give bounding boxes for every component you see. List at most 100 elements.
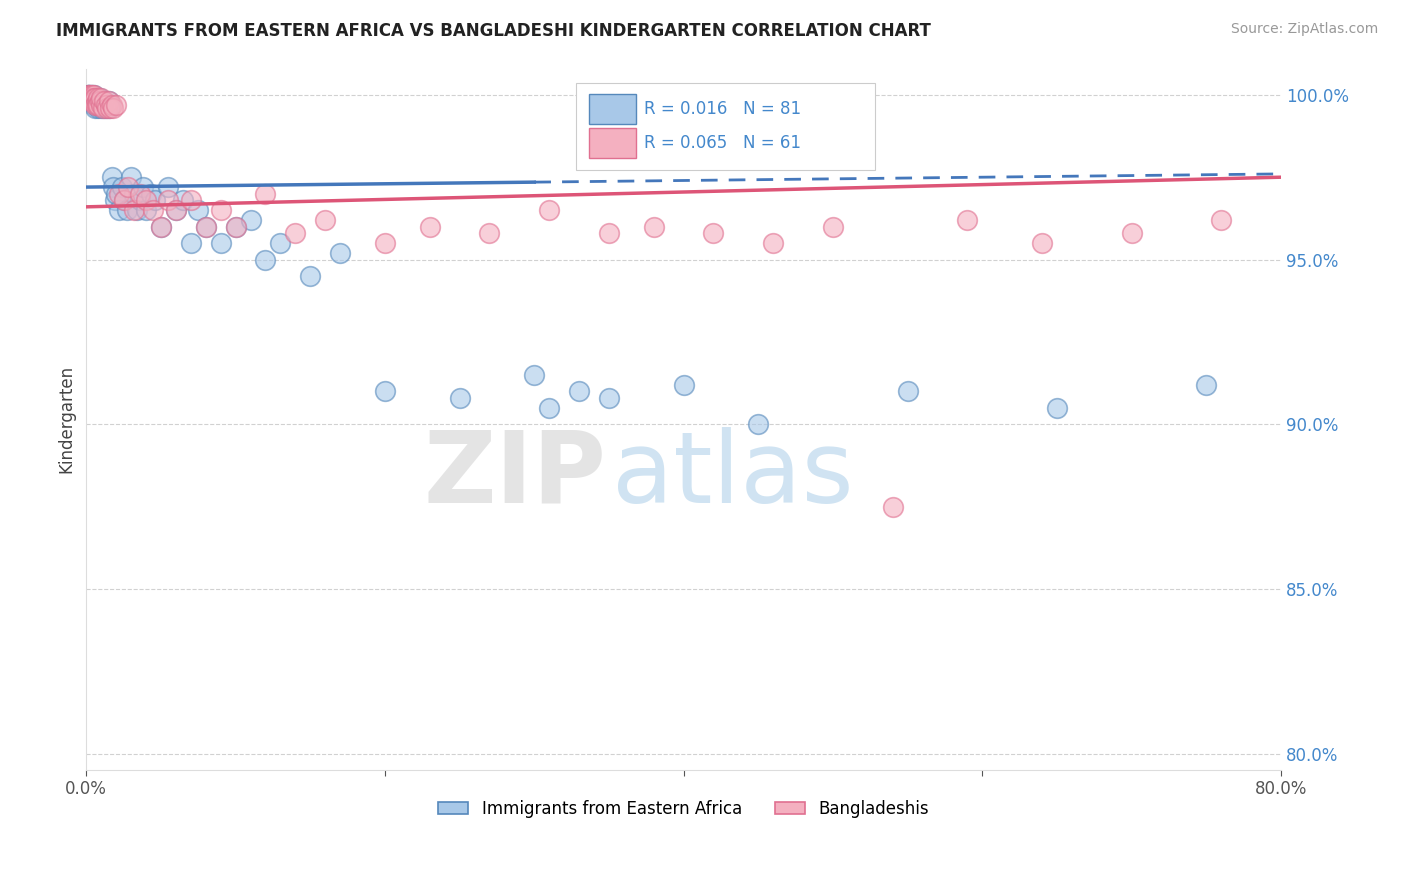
Point	[194, 219, 217, 234]
Text: ZIP: ZIP	[423, 427, 606, 524]
Point	[97, 95, 120, 109]
Point	[83, 87, 105, 102]
Point	[1031, 235, 1053, 250]
Point	[77, 95, 100, 109]
Point	[523, 368, 546, 382]
Text: R = 0.016   N = 81: R = 0.016 N = 81	[644, 100, 801, 119]
Point	[90, 91, 112, 105]
Point	[105, 97, 128, 112]
Point	[100, 97, 122, 112]
Point	[269, 235, 291, 250]
Point	[254, 186, 277, 201]
Point	[83, 91, 105, 105]
Point	[80, 87, 103, 102]
Point	[122, 186, 145, 201]
Point	[129, 186, 152, 201]
Point	[86, 95, 108, 109]
Point	[87, 95, 110, 109]
Point	[86, 97, 108, 112]
Point	[86, 95, 108, 109]
Point	[80, 91, 103, 105]
Point	[209, 235, 232, 250]
Point	[139, 186, 162, 201]
Point	[80, 91, 103, 105]
Point	[165, 203, 187, 218]
Point	[111, 180, 134, 194]
Point	[449, 391, 471, 405]
Point	[83, 97, 105, 112]
Point	[89, 95, 111, 109]
Y-axis label: Kindergarten: Kindergarten	[58, 365, 75, 474]
Point	[101, 101, 124, 115]
Point	[80, 91, 103, 105]
Point	[1121, 226, 1143, 240]
Text: R = 0.065   N = 61: R = 0.065 N = 61	[644, 134, 801, 152]
Point	[97, 101, 120, 115]
Point	[115, 203, 138, 218]
Point	[314, 213, 336, 227]
Legend: Immigrants from Eastern Africa, Bangladeshis: Immigrants from Eastern Africa, Banglade…	[432, 794, 936, 825]
Point	[76, 87, 98, 102]
Point	[180, 235, 202, 250]
Point	[538, 401, 561, 415]
Point	[112, 193, 135, 207]
Point	[225, 219, 247, 234]
Point	[419, 219, 441, 234]
Point	[77, 87, 100, 102]
Point	[82, 95, 104, 109]
Point	[97, 95, 120, 109]
Point	[98, 97, 121, 112]
Point	[87, 91, 110, 105]
Point	[77, 91, 100, 105]
Point	[89, 97, 111, 112]
Point	[1211, 213, 1233, 227]
Point	[91, 95, 114, 109]
Point	[882, 500, 904, 514]
Text: IMMIGRANTS FROM EASTERN AFRICA VS BANGLADESHI KINDERGARTEN CORRELATION CHART: IMMIGRANTS FROM EASTERN AFRICA VS BANGLA…	[56, 22, 931, 40]
Point	[91, 101, 114, 115]
Point	[84, 97, 107, 112]
Point	[125, 203, 148, 218]
Point	[135, 203, 157, 218]
Point	[87, 97, 110, 112]
Point	[821, 219, 844, 234]
Text: atlas: atlas	[612, 427, 853, 524]
Point	[94, 101, 117, 115]
Point	[80, 95, 103, 109]
Point	[80, 87, 103, 102]
FancyBboxPatch shape	[589, 128, 636, 158]
Point	[374, 235, 396, 250]
Point	[104, 193, 127, 207]
Point	[129, 193, 152, 207]
Point	[120, 170, 142, 185]
Point	[84, 91, 107, 105]
Point	[93, 101, 115, 115]
Point	[84, 95, 107, 109]
Point	[209, 203, 232, 218]
Point	[100, 170, 122, 185]
Point	[98, 101, 121, 115]
Point	[80, 95, 103, 109]
Point	[94, 97, 117, 112]
Point	[93, 95, 115, 109]
Point	[165, 203, 187, 218]
Point	[83, 91, 105, 105]
Point	[478, 226, 501, 240]
Point	[225, 219, 247, 234]
Point	[284, 226, 307, 240]
Point	[157, 180, 180, 194]
Point	[149, 219, 172, 234]
Point	[172, 193, 194, 207]
Point	[747, 417, 769, 432]
Point	[84, 91, 107, 105]
Point	[132, 180, 155, 194]
Point	[329, 246, 352, 260]
Point	[84, 97, 107, 112]
Point	[135, 193, 157, 207]
Point	[598, 391, 620, 405]
Point	[643, 219, 665, 234]
Point	[672, 377, 695, 392]
Point	[86, 91, 108, 105]
Point	[91, 97, 114, 112]
Point	[90, 97, 112, 112]
